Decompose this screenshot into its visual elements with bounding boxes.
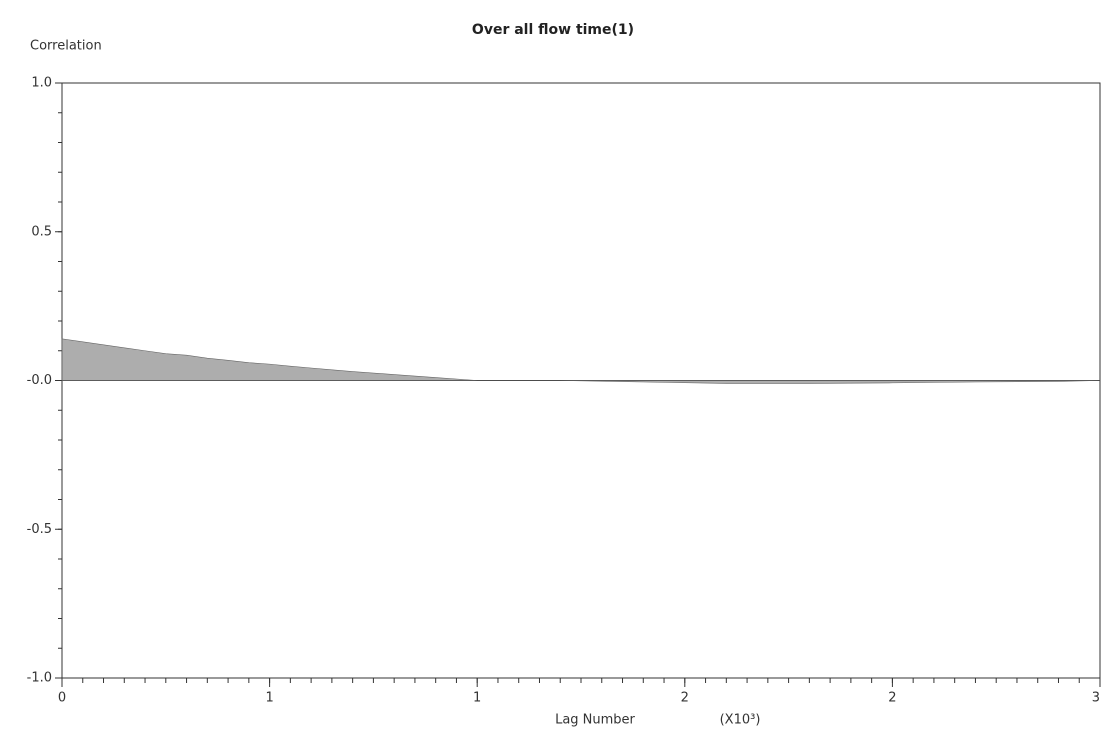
x-tick-label: 2 <box>888 691 896 706</box>
x-tick-label: 3 <box>1092 691 1100 706</box>
correlation-area <box>61 338 1101 384</box>
chart-title: Over all flow time(1) <box>472 22 634 38</box>
y-tick-label: -0.5 <box>27 522 52 537</box>
x-axis-label: Lag Number <box>555 713 635 728</box>
y-tick-label: 0.5 <box>31 224 52 239</box>
x-tick-label: 1 <box>473 691 481 706</box>
y-tick-label: -0.0 <box>27 373 52 388</box>
y-tick-label: 1.0 <box>31 76 52 91</box>
x-tick-label: 2 <box>681 691 689 706</box>
y-tick-label: -1.0 <box>27 671 52 686</box>
x-multiplier: (X10³) <box>720 713 761 728</box>
x-tick-label: 0 <box>58 691 66 706</box>
y-axis-label: Correlation <box>30 39 102 54</box>
x-tick-label: 1 <box>265 691 273 706</box>
